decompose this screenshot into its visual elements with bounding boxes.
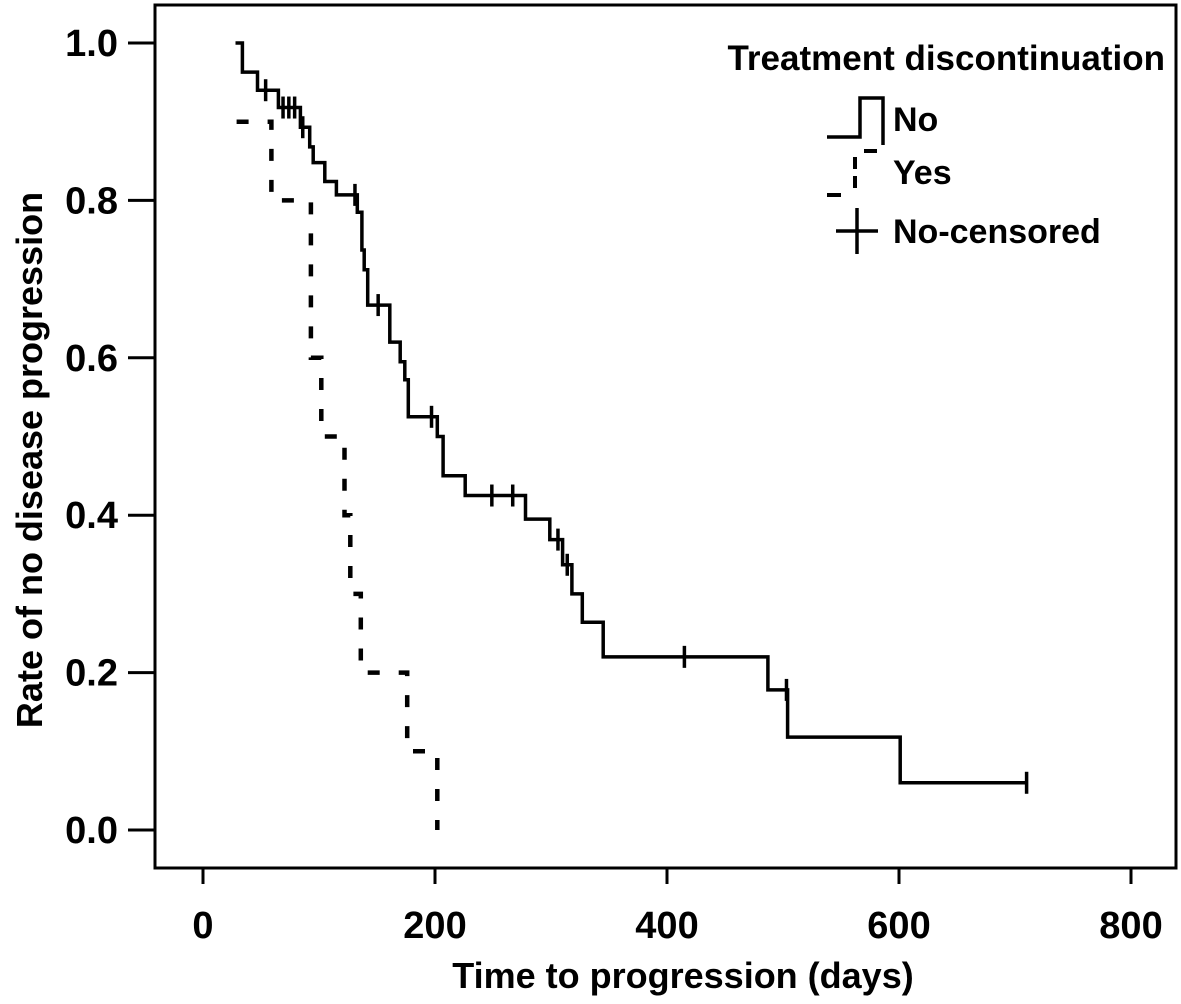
- survival-curves: [235, 41, 1028, 830]
- y-tick-label: 1.0: [65, 23, 118, 65]
- legend-solid-step-icon: [827, 96, 885, 145]
- x-axis-title: Time to progression (days): [452, 955, 913, 996]
- legend-dashed-step-icon: [827, 149, 877, 197]
- y-tick-label: 0.2: [65, 653, 118, 695]
- x-axis-ticks: 0 200 400 600 800: [192, 868, 1163, 947]
- x-tick-label: 200: [403, 905, 466, 947]
- x-tick-label: 400: [635, 905, 698, 947]
- legend-item-no-label: No: [893, 101, 938, 139]
- x-tick-label: 0: [192, 905, 213, 947]
- y-tick-label: 0.4: [65, 495, 118, 537]
- y-tick-label: 0.6: [65, 338, 118, 380]
- legend-title: Treatment discontinuation: [727, 39, 1165, 78]
- x-tick-label: 800: [1099, 905, 1162, 947]
- legend-item-no-censored-label: No-censored: [893, 213, 1101, 251]
- y-tick-label: 0.0: [65, 810, 118, 852]
- legend: Treatment discontinuation No Yes No-cens…: [727, 39, 1165, 254]
- y-tick-label: 0.8: [65, 180, 118, 222]
- curve-no: [235, 41, 1028, 785]
- y-axis-ticks: 0.0 0.2 0.4 0.6 0.8 1.0: [65, 23, 154, 852]
- legend-plus-icon: [836, 208, 878, 254]
- legend-item-yes-label: Yes: [893, 154, 952, 192]
- y-axis-title: Rate of no disease progression: [9, 192, 50, 728]
- x-tick-label: 600: [867, 905, 930, 947]
- censor-marks: [263, 79, 1029, 794]
- curve-yes: [236, 119, 440, 830]
